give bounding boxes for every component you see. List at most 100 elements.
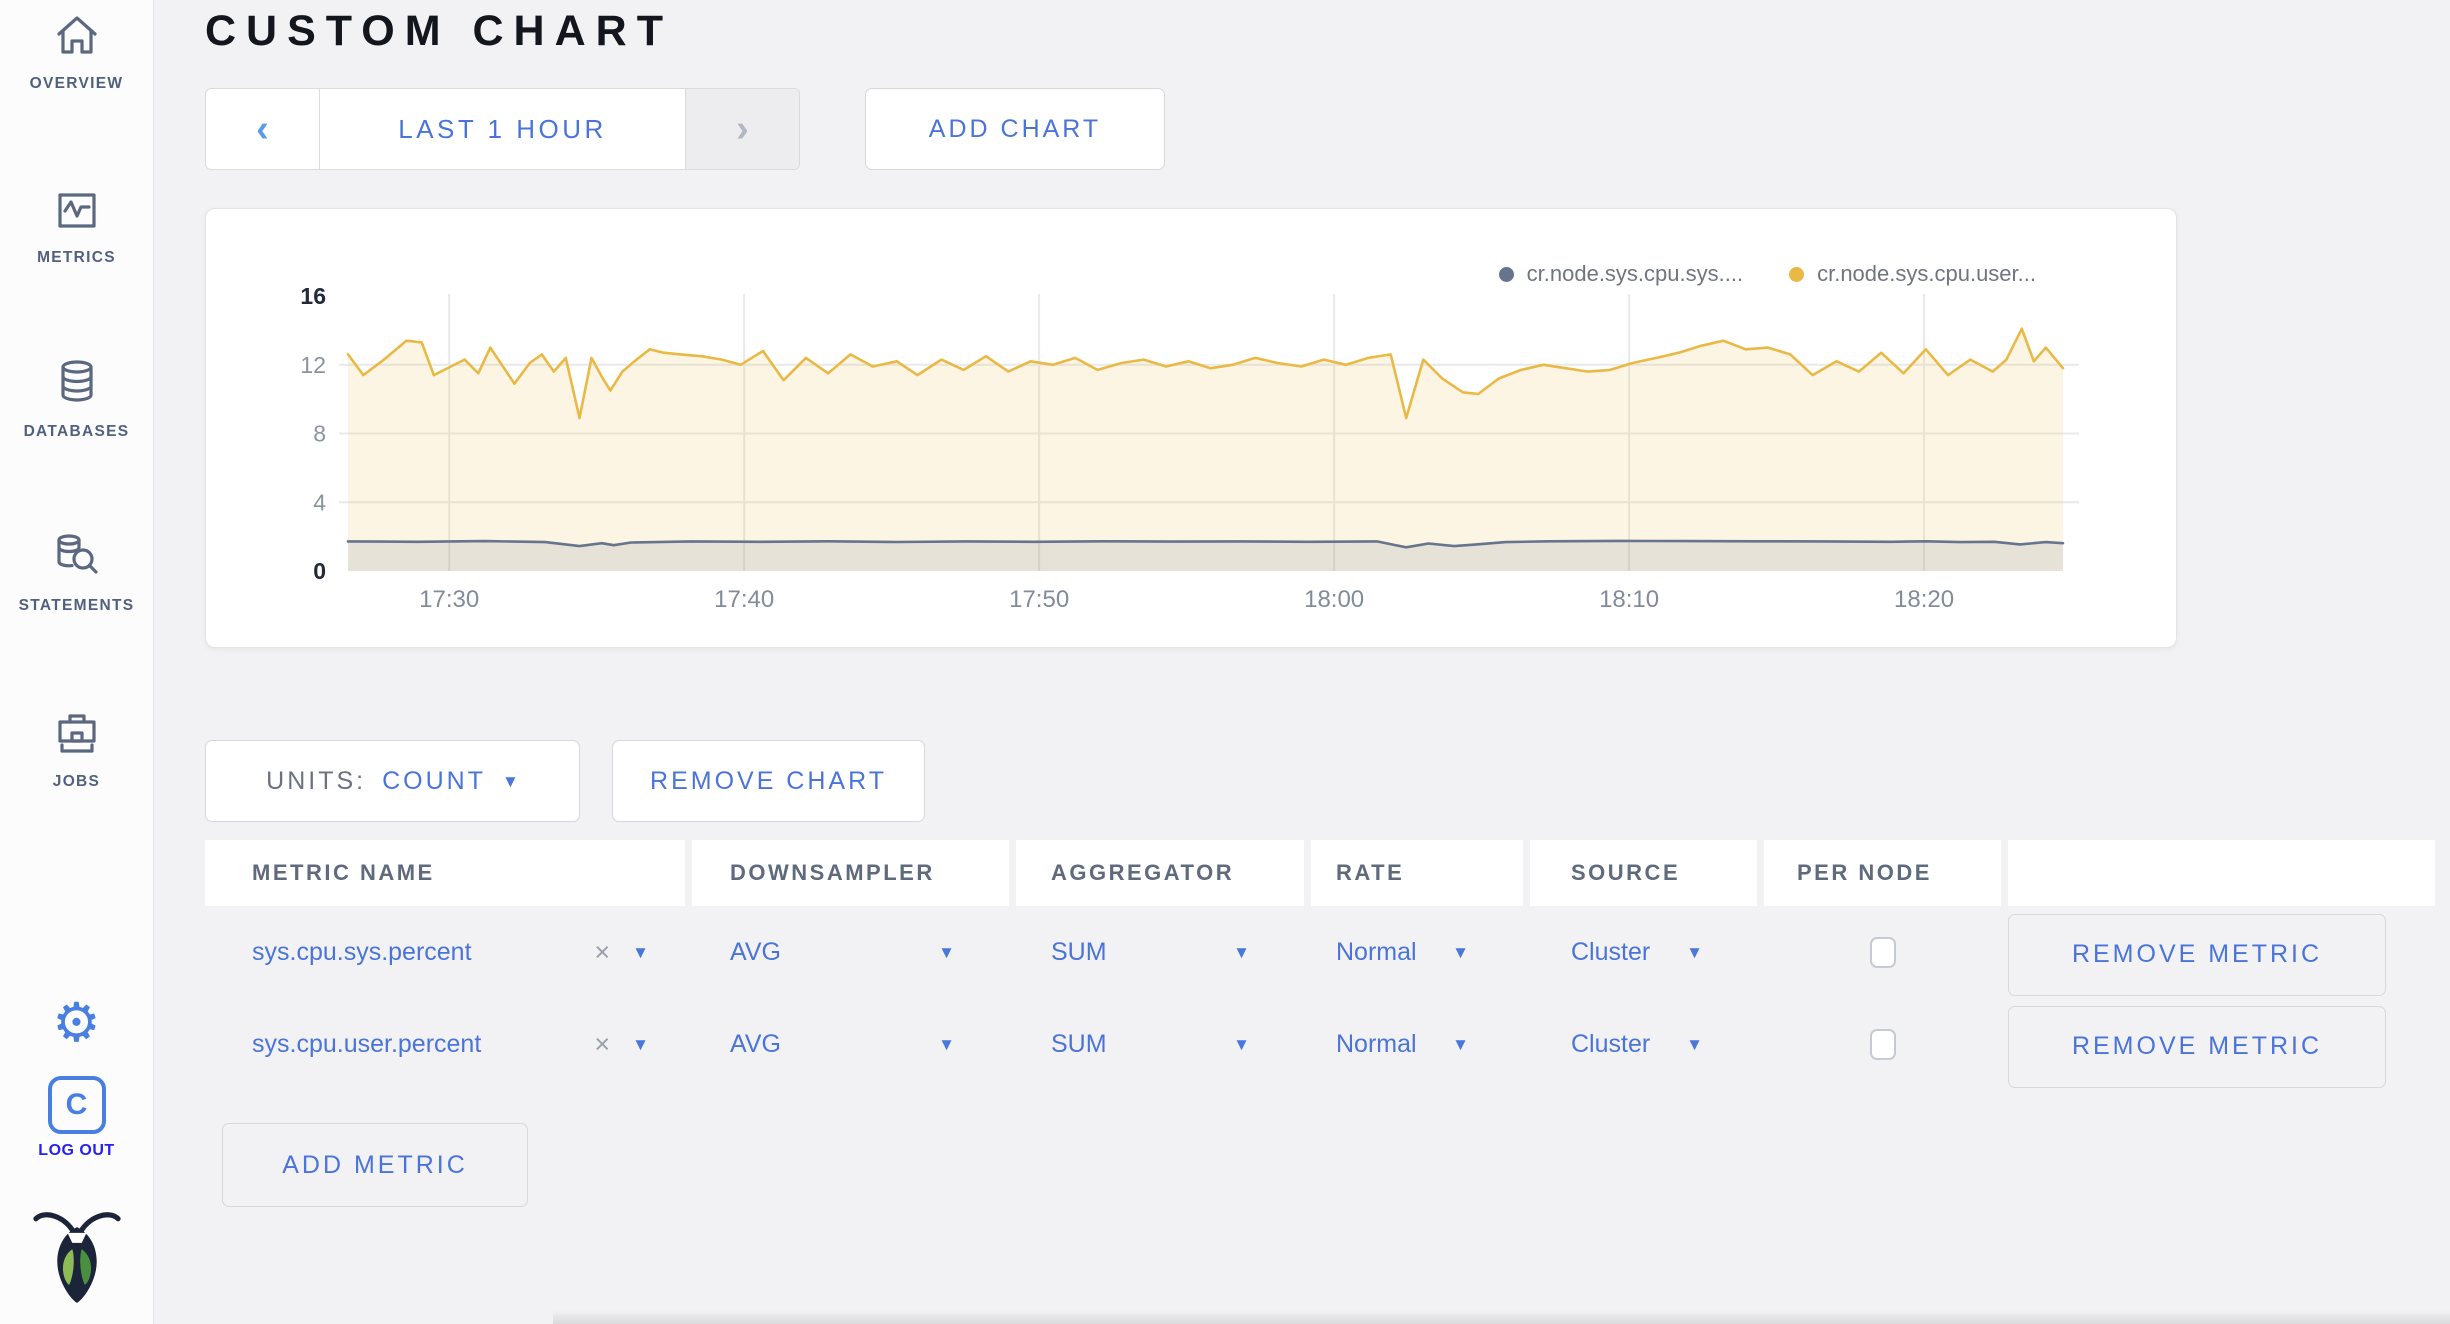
briefcase-icon [53,714,101,762]
per-node-checkbox[interactable] [1869,1028,1896,1060]
sidebar-item-label: OVERVIEW [29,75,124,92]
aggregator-dropdown[interactable]: SUM ▼ [1051,937,1250,966]
metric-row: sys.cpu.sys.percent × ▼ AVG ▼ SUM ▼ [205,906,2435,998]
source-dropdown[interactable]: Cluster ▼ [1571,1029,1703,1058]
gear-glyph: ⚙ [52,993,101,1053]
caret-down-icon: ▼ [938,1034,955,1054]
settings-gear-icon[interactable]: ⚙ [0,996,153,1050]
svg-text:0: 0 [313,558,326,584]
cpu-usage-chart[interactable]: 0 4 8 12 16 17:30 17:40 17:50 18:00 18:10 18:20 [206,209,2178,649]
remove-metric-button[interactable]: REMOVE METRIC [2008,1005,2386,1088]
col-header-actions [2008,840,2435,906]
svg-text:12: 12 [300,352,326,378]
metric-name-cell: sys.cpu.sys.percent × ▼ [205,906,685,998]
svg-text:18:20: 18:20 [1894,586,1954,613]
chevron-left-icon: ‹ [256,107,269,150]
sidebar-item-label: DATABASES [23,423,130,440]
source-cell: Cluster ▼ [1530,998,1757,1090]
time-range-next-button[interactable]: › [685,89,799,169]
logout-label: LOG OUT [38,1142,115,1159]
legend-dot-sys [1498,266,1514,282]
caret-down-icon[interactable]: ▼ [632,1034,649,1054]
svg-text:18:10: 18:10 [1599,586,1659,613]
statements-icon [52,534,102,586]
aggregator-cell: SUM ▼ [1016,998,1304,1090]
units-value: COUNT [382,766,486,795]
aggregator-dropdown[interactable]: SUM ▼ [1051,1029,1250,1058]
source-dropdown[interactable]: Cluster ▼ [1571,937,1703,966]
page-title: CUSTOM CHART [205,7,673,55]
sidebar-item-statements[interactable]: STATEMENTS [0,532,153,615]
metrics-table-header: METRIC NAME DOWNSAMPLER AGGREGATOR RATE … [205,840,2435,906]
sidebar-item-overview[interactable]: OVERVIEW [0,12,153,93]
scroll-shadow [553,1310,2450,1324]
metrics-table: METRIC NAME DOWNSAMPLER AGGREGATOR RATE … [205,840,2435,1090]
remove-metric-button[interactable]: REMOVE METRIC [2008,913,2386,996]
legend-item-sys[interactable]: cr.node.sys.cpu.sys.... [1498,261,1744,287]
per-node-cell [1764,998,2001,1090]
svg-text:17:40: 17:40 [714,586,774,613]
caret-down-icon: ▼ [1233,1034,1250,1054]
caret-down-icon: ▼ [502,771,519,791]
caret-down-icon[interactable]: ▼ [632,942,649,962]
downsampler-dropdown[interactable]: AVG ▼ [730,937,955,966]
time-range-prev-button[interactable]: ‹ [206,89,320,169]
sidebar-item-label: STATEMENTS [18,597,135,614]
sidebar: OVERVIEW METRICS DATABASES [0,0,154,1324]
caret-down-icon: ▼ [1452,1034,1469,1054]
cockroachdb-logo [0,1205,153,1310]
source-cell: Cluster ▼ [1530,906,1757,998]
database-icon [53,360,101,412]
caret-down-icon: ▼ [1452,942,1469,962]
col-header-aggregator: AGGREGATOR [1016,840,1304,906]
downsampler-dropdown[interactable]: AVG ▼ [730,1029,955,1058]
main-content: CUSTOM CHART ‹ LAST 1 HOUR › ADD CHART 0… [153,0,2450,1324]
sidebar-item-databases[interactable]: DATABASES [0,358,153,441]
caret-down-icon: ▼ [938,942,955,962]
legend-label-sys: cr.node.sys.cpu.sys.... [1526,261,1744,286]
home-icon [53,16,101,64]
svg-text:8: 8 [313,421,326,447]
col-header-rate: RATE [1311,840,1523,906]
rate-dropdown[interactable]: Normal ▼ [1336,937,1469,966]
clear-metric-icon[interactable]: × [594,936,611,967]
time-range-label[interactable]: LAST 1 HOUR [398,113,607,144]
metric-name-cell: sys.cpu.user.percent × ▼ [205,998,685,1090]
actions-cell: REMOVE METRIC [2008,998,2435,1090]
svg-text:17:30: 17:30 [419,586,479,613]
per-node-cell [1764,906,2001,998]
per-node-checkbox[interactable] [1869,936,1896,968]
add-chart-button[interactable]: ADD CHART [865,88,1165,170]
clear-metric-icon[interactable]: × [594,1028,611,1059]
caret-down-icon: ▼ [1686,942,1703,962]
remove-chart-button[interactable]: REMOVE CHART [612,740,925,822]
metric-row: sys.cpu.user.percent × ▼ AVG ▼ SUM ▼ [205,998,2435,1090]
sidebar-item-jobs[interactable]: JOBS [0,708,153,791]
col-header-per-node: PER NODE [1764,840,2001,906]
sidebar-item-label: METRICS [37,249,116,266]
col-header-source: SOURCE [1530,840,1757,906]
rate-cell: Normal ▼ [1311,906,1523,998]
caret-down-icon: ▼ [1686,1034,1703,1054]
metric-name-value[interactable]: sys.cpu.sys.percent [252,937,472,966]
actions-cell: REMOVE METRIC [2008,906,2435,998]
units-dropdown[interactable]: UNITS: COUNT ▼ [205,740,580,822]
rate-cell: Normal ▼ [1311,998,1523,1090]
legend-dot-user [1789,266,1805,282]
metric-name-value[interactable]: sys.cpu.user.percent [252,1029,482,1058]
cockroach-bug-icon [32,1212,121,1303]
sidebar-item-metrics[interactable]: METRICS [0,186,153,267]
legend-item-user[interactable]: cr.node.sys.cpu.user... [1789,261,2036,287]
chart-legend: cr.node.sys.cpu.sys.... cr.node.sys.cpu.… [1498,261,2036,287]
caret-down-icon: ▼ [1233,942,1250,962]
chevron-right-icon: › [736,107,749,150]
rate-dropdown[interactable]: Normal ▼ [1336,1029,1469,1058]
sidebar-item-label: JOBS [52,773,101,790]
add-metric-button[interactable]: ADD METRIC [222,1123,528,1207]
col-header-downsampler: DOWNSAMPLER [692,840,1009,906]
svg-text:4: 4 [313,489,326,515]
logout-button[interactable]: C LOG OUT [0,1076,153,1160]
time-range-selector: ‹ LAST 1 HOUR › [205,88,800,170]
downsampler-cell: AVG ▼ [692,906,1009,998]
